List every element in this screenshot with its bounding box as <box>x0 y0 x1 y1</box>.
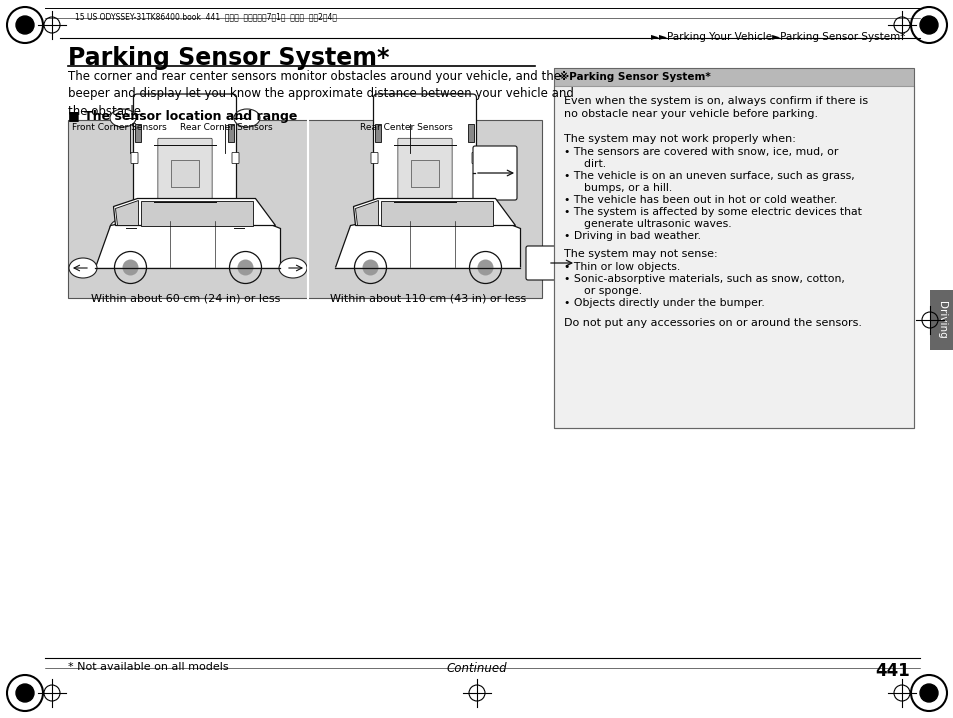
Bar <box>929 290 953 350</box>
Ellipse shape <box>233 219 260 237</box>
Circle shape <box>16 16 34 34</box>
Bar <box>229 124 234 142</box>
Text: generate ultrasonic waves.: generate ultrasonic waves. <box>569 219 731 229</box>
Bar <box>135 202 141 220</box>
Text: Rear Corner Sensors: Rear Corner Sensors <box>180 123 273 132</box>
Ellipse shape <box>69 258 97 278</box>
Text: Within about 110 cm (43 in) or less: Within about 110 cm (43 in) or less <box>330 294 525 304</box>
Text: • The system is affected by some electric devices that: • The system is affected by some electri… <box>563 207 861 217</box>
Polygon shape <box>141 200 253 225</box>
FancyBboxPatch shape <box>133 94 236 252</box>
Bar <box>468 202 474 220</box>
FancyBboxPatch shape <box>371 152 377 164</box>
FancyBboxPatch shape <box>157 139 212 208</box>
Circle shape <box>919 684 937 702</box>
Ellipse shape <box>110 219 136 237</box>
Text: Driving: Driving <box>936 301 946 339</box>
FancyBboxPatch shape <box>232 152 239 164</box>
Bar <box>229 202 234 220</box>
Text: • The sensors are covered with snow, ice, mud, or: • The sensors are covered with snow, ice… <box>563 147 838 157</box>
Text: Continued: Continued <box>446 662 507 675</box>
Ellipse shape <box>233 109 260 127</box>
Ellipse shape <box>278 258 307 278</box>
Text: Front Corner Sensors: Front Corner Sensors <box>71 123 167 132</box>
Text: or sponge.: or sponge. <box>569 286 641 296</box>
FancyBboxPatch shape <box>473 146 517 200</box>
FancyBboxPatch shape <box>397 139 452 208</box>
Bar <box>468 124 474 142</box>
Text: • Thin or low objects.: • Thin or low objects. <box>563 262 679 272</box>
FancyBboxPatch shape <box>374 94 476 252</box>
Circle shape <box>122 259 138 276</box>
Polygon shape <box>335 220 520 268</box>
Bar <box>554 68 913 86</box>
Bar <box>135 124 141 142</box>
Text: The corner and rear center sensors monitor obstacles around your vehicle, and th: The corner and rear center sensors monit… <box>68 70 574 118</box>
Text: ►►Parking Your Vehicle►Parking Sensor System*: ►►Parking Your Vehicle►Parking Sensor Sy… <box>650 32 904 42</box>
Bar <box>375 202 381 220</box>
Text: dirt.: dirt. <box>569 159 605 169</box>
FancyBboxPatch shape <box>131 152 138 164</box>
Circle shape <box>919 16 937 34</box>
Text: • Driving in bad weather.: • Driving in bad weather. <box>563 231 700 241</box>
Text: ※Parking Sensor System*: ※Parking Sensor System* <box>558 72 710 83</box>
Circle shape <box>16 684 34 702</box>
Ellipse shape <box>110 109 136 127</box>
Circle shape <box>362 259 378 276</box>
Text: Within about 60 cm (24 in) or less: Within about 60 cm (24 in) or less <box>91 294 280 304</box>
Text: 441: 441 <box>874 662 909 680</box>
Polygon shape <box>381 200 493 225</box>
Polygon shape <box>354 198 515 225</box>
Text: bumps, or a hill.: bumps, or a hill. <box>569 183 672 193</box>
Text: Do not put any accessories on or around the sensors.: Do not put any accessories on or around … <box>563 318 862 328</box>
Polygon shape <box>115 200 138 225</box>
Text: * Not available on all models: * Not available on all models <box>68 662 229 672</box>
Polygon shape <box>95 220 280 268</box>
Text: Parking Sensor System*: Parking Sensor System* <box>68 46 389 70</box>
Bar <box>411 159 438 187</box>
FancyBboxPatch shape <box>472 152 478 164</box>
Bar <box>68 120 541 298</box>
Text: The system may not sense:: The system may not sense: <box>563 249 717 259</box>
Bar <box>171 159 199 187</box>
Text: 15 US ODYSSEY-31TK86400.book  441  ページ  ２０１４年7月1日  火曜日  午後2晌4分: 15 US ODYSSEY-31TK86400.book 441 ページ ２０１… <box>75 12 336 21</box>
Text: The system may not work properly when:: The system may not work properly when: <box>563 134 795 144</box>
Bar <box>554 68 913 428</box>
Text: • Objects directly under the bumper.: • Objects directly under the bumper. <box>563 298 764 308</box>
Text: Even when the system is on, always confirm if there is
no obstacle near your veh: Even when the system is on, always confi… <box>563 96 867 119</box>
FancyBboxPatch shape <box>525 246 575 280</box>
Bar <box>554 86 913 428</box>
Text: ■ The sensor location and range: ■ The sensor location and range <box>68 110 297 123</box>
Text: • Sonic-absorptive materials, such as snow, cotton,: • Sonic-absorptive materials, such as sn… <box>563 274 844 284</box>
Text: • The vehicle is on an uneven surface, such as grass,: • The vehicle is on an uneven surface, s… <box>563 171 854 181</box>
Text: • The vehicle has been out in hot or cold weather.: • The vehicle has been out in hot or col… <box>563 195 837 205</box>
Bar <box>375 124 381 142</box>
Text: Rear Center Sensors: Rear Center Sensors <box>359 123 453 132</box>
Circle shape <box>477 259 493 276</box>
Polygon shape <box>113 198 275 225</box>
Circle shape <box>237 259 253 276</box>
Polygon shape <box>355 200 378 225</box>
